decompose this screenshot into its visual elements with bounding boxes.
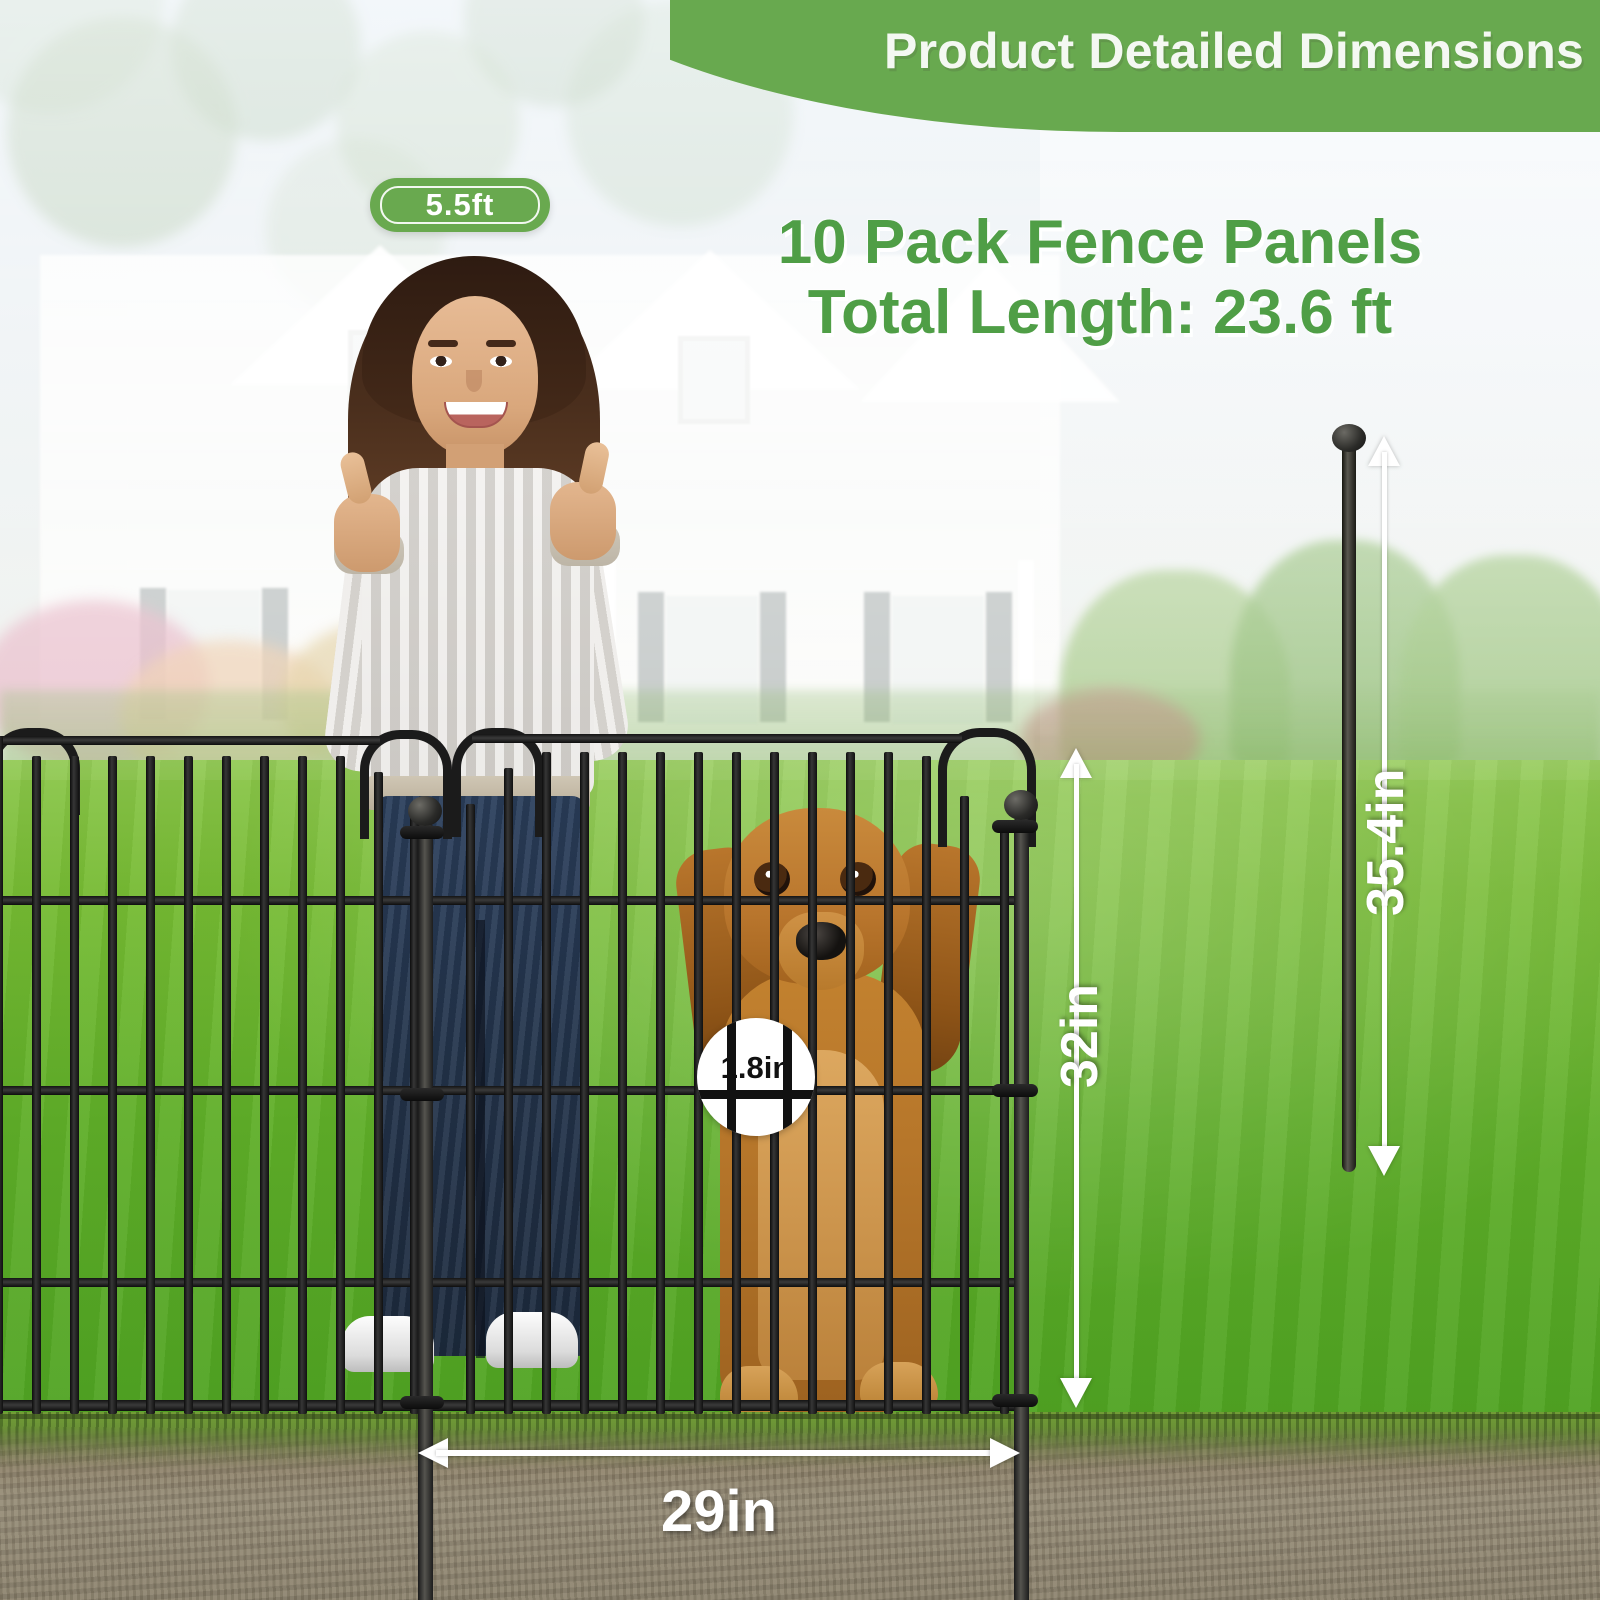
shoe-right bbox=[486, 1312, 578, 1368]
right-haze bbox=[1040, 0, 1600, 800]
eyebrow-left bbox=[428, 340, 458, 347]
fence-bar bbox=[0, 736, 3, 1414]
fence-bar bbox=[336, 756, 345, 1414]
top-rail-panel-2 bbox=[472, 734, 962, 743]
fence-bar bbox=[542, 752, 551, 1414]
stake-length-label: 35.4in bbox=[1357, 768, 1415, 916]
panel-arch-2-right bbox=[938, 728, 1036, 847]
stake-ball-head bbox=[1332, 424, 1366, 452]
fence-bar bbox=[184, 756, 193, 1414]
leg-separation bbox=[476, 920, 485, 1358]
post-finial-center bbox=[408, 796, 442, 826]
fence-bar bbox=[374, 772, 383, 1414]
gable-window-center bbox=[678, 336, 750, 424]
fence-bar bbox=[656, 752, 665, 1414]
panel-height-measure: 32in bbox=[1051, 748, 1109, 1408]
magnifier-bar-vertical-1 bbox=[727, 1018, 736, 1136]
arrow-down-icon bbox=[1060, 1378, 1092, 1408]
magnifier-bar-vertical-2 bbox=[783, 1018, 792, 1136]
fence-bar bbox=[410, 808, 419, 1414]
dog-nose bbox=[796, 922, 846, 960]
banner-title: Product Detailed Dimensions bbox=[884, 23, 1584, 79]
fist-right bbox=[550, 482, 616, 560]
arrow-right-icon bbox=[990, 1438, 1020, 1468]
header-banner: Product Detailed Dimensions bbox=[670, 0, 1600, 132]
panel-arch-1-right bbox=[360, 730, 452, 839]
person-height-badge: 5.5ft bbox=[370, 178, 550, 232]
headline-line-1: 10 Pack Fence Panels bbox=[777, 208, 1423, 277]
fence-bar bbox=[260, 756, 269, 1414]
fence-bar bbox=[960, 796, 969, 1414]
arrow-down-icon bbox=[1368, 1146, 1400, 1176]
fence-bar bbox=[466, 804, 475, 1414]
measure-line bbox=[1382, 452, 1387, 1160]
top-rail-panel-1 bbox=[0, 736, 380, 745]
fence-panels bbox=[0, 700, 1070, 1600]
fence-bar bbox=[146, 756, 155, 1414]
fence-bar bbox=[32, 756, 41, 1414]
fence-bar bbox=[618, 752, 627, 1414]
post-clip bbox=[400, 1396, 444, 1409]
measure-line bbox=[1074, 764, 1079, 1392]
fence-bar bbox=[580, 752, 589, 1414]
person-height-label: 5.5ft bbox=[425, 187, 495, 222]
fence-bar bbox=[846, 752, 855, 1414]
stake-length-measure: 35.4in bbox=[1357, 436, 1415, 1176]
post-clip bbox=[992, 820, 1038, 833]
panel-arch-2-left bbox=[452, 728, 544, 837]
measure-line bbox=[436, 1450, 1002, 1456]
ground-stake bbox=[1342, 432, 1356, 1172]
eyebrow-right bbox=[486, 340, 516, 347]
eye-left bbox=[430, 356, 452, 367]
fence-bar bbox=[108, 756, 117, 1414]
post-clip bbox=[992, 1394, 1038, 1407]
post-clip bbox=[992, 1084, 1038, 1097]
fence-bar bbox=[222, 756, 231, 1414]
fence-bar bbox=[298, 756, 307, 1414]
magnifier-bar-horizontal bbox=[697, 1090, 815, 1099]
panel-width-label: 29in bbox=[660, 1479, 778, 1544]
gap-magnifier-callout: 1.8in bbox=[697, 1018, 815, 1136]
headline-line-2: Total Length: 23.6 ft bbox=[807, 278, 1393, 348]
fence-bar bbox=[884, 752, 893, 1414]
fence-bar bbox=[1000, 830, 1009, 1414]
headline-block: 10 Pack Fence Panels Total Length: 23.6 … bbox=[715, 208, 1485, 348]
eye-right bbox=[490, 356, 512, 367]
post-clip bbox=[400, 826, 444, 839]
fence-bar bbox=[504, 768, 513, 1414]
panel-height-label: 32in bbox=[1051, 983, 1109, 1088]
post-clip bbox=[400, 1088, 444, 1101]
ground-line bbox=[0, 1414, 1600, 1419]
fist-left bbox=[334, 494, 400, 572]
panel-width-measure: 29in bbox=[418, 1430, 1020, 1544]
post-finial-right bbox=[1004, 790, 1038, 820]
badge-inner-border: 5.5ft bbox=[380, 186, 540, 224]
soil-grass-layer bbox=[0, 1412, 1600, 1470]
fence-bar bbox=[922, 756, 931, 1414]
nose bbox=[466, 370, 482, 392]
gap-spacing-label: 1.8in bbox=[720, 1050, 792, 1085]
fence-bar bbox=[70, 756, 79, 1414]
